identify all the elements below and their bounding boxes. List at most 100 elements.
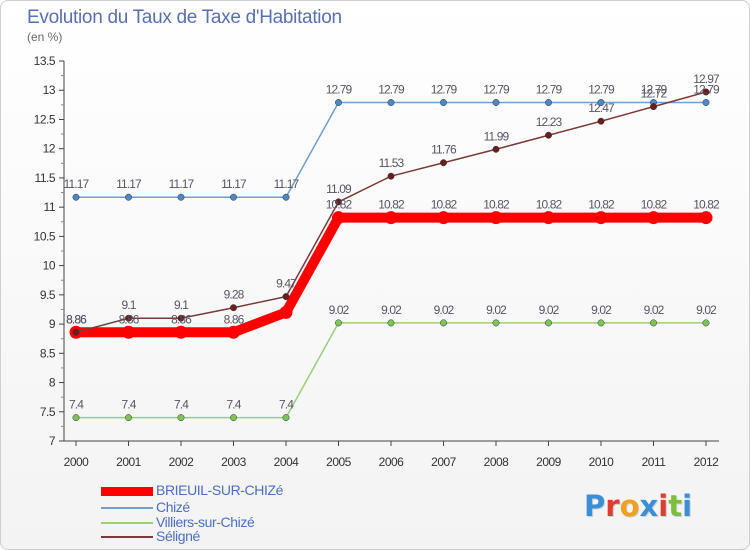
chart-subtitle: (en %) — [27, 30, 63, 44]
data-label-1: 12.79 — [483, 83, 510, 97]
x-tick-label: 2006 — [379, 455, 405, 469]
data-label-1: 11.17 — [116, 177, 142, 191]
proxiti-logo: Proxiti — [584, 489, 692, 523]
series-point-2 — [387, 319, 395, 327]
logo-letter: x — [639, 489, 659, 523]
series-point-3 — [72, 328, 80, 336]
data-label-2: 7.4 — [279, 398, 294, 412]
x-tick-label: 2012 — [694, 455, 720, 469]
x-tick-label: 2011 — [642, 455, 667, 469]
data-label-2: 9.02 — [486, 303, 507, 317]
data-label-2: 9.02 — [539, 303, 560, 317]
series-point-3 — [702, 88, 710, 96]
data-label-1: 12.79 — [588, 83, 615, 97]
series-point-2 — [125, 414, 132, 422]
data-label-2: 7.4 — [69, 398, 84, 412]
series-point-2 — [335, 319, 342, 327]
data-label-1: 12.79 — [641, 83, 668, 97]
data-label-3: 12.23 — [536, 115, 563, 129]
logo-letter: i — [682, 489, 693, 523]
series-point-0 — [279, 305, 293, 319]
data-label-1: 12.79 — [431, 83, 458, 97]
data-label-1: 12.79 — [326, 83, 353, 97]
series-point-2 — [650, 319, 657, 327]
data-label-0: 10.82 — [483, 198, 510, 212]
data-label-2: 9.02 — [696, 303, 717, 317]
y-tick-label: 13.5 — [34, 54, 56, 68]
series-point-2 — [492, 319, 500, 327]
data-label-1: 11.17 — [64, 177, 90, 191]
logo-letter: t — [668, 489, 683, 523]
legend-swatch-seligne — [101, 536, 153, 538]
y-tick-label: 12.5 — [34, 112, 56, 126]
series-point-1 — [282, 193, 290, 201]
legend-swatch-villiers — [101, 522, 153, 524]
series-point-1 — [440, 99, 447, 106]
data-label-2: 9.02 — [644, 303, 665, 317]
y-tick-label: 7.5 — [40, 405, 56, 419]
data-label-3: 9.1 — [122, 298, 137, 312]
series-point-3 — [387, 172, 395, 180]
data-label-0: 8.86 — [119, 312, 140, 326]
data-label-3: 12.97 — [693, 72, 720, 86]
series-point-2 — [72, 414, 80, 422]
data-label-2: 9.02 — [329, 303, 350, 317]
y-tick-label: 8 — [49, 376, 56, 390]
x-tick-label: 2004 — [274, 455, 300, 469]
series-point-1 — [72, 193, 80, 201]
legend-swatch-chize — [101, 507, 153, 509]
series-point-2 — [545, 319, 552, 327]
data-label-3: 9.28 — [224, 288, 245, 302]
series-point-0 — [122, 325, 135, 339]
series-point-2 — [230, 414, 237, 422]
data-label-0: 8.86 — [66, 312, 87, 326]
data-label-0: 10.82 — [378, 198, 405, 212]
data-label-3: 12.72 — [641, 87, 668, 101]
chart-title: Evolution du Taux de Taxe d'Habitation — [27, 7, 342, 28]
x-tick-label: 2008 — [484, 455, 510, 469]
y-tick-label: 10.5 — [34, 229, 56, 243]
series-point-0 — [174, 325, 188, 339]
series-point-2 — [440, 319, 447, 327]
y-tick-label: 13 — [43, 83, 56, 97]
series-point-0 — [384, 211, 398, 225]
series-point-0 — [489, 211, 503, 225]
y-tick-label: 11 — [44, 200, 56, 214]
x-tick-label: 2001 — [116, 455, 142, 469]
data-label-0: 10.82 — [588, 198, 615, 212]
data-label-1: 11.17 — [274, 177, 300, 191]
legend-item-chize: Chizé — [101, 499, 351, 516]
data-label-1: 11.17 — [221, 177, 247, 191]
data-label-1: 12.79 — [693, 83, 720, 97]
legend-label-chize: Chizé — [156, 499, 190, 515]
data-label-2: 9.02 — [591, 303, 612, 317]
y-tick-label: 8.5 — [40, 346, 56, 360]
data-label-3: 11.53 — [379, 156, 405, 170]
series-point-0 — [437, 211, 450, 225]
data-label-0: 10.82 — [641, 198, 668, 212]
series-point-0 — [542, 211, 555, 225]
data-label-3: 8.86 — [66, 312, 87, 326]
series-point-1 — [597, 99, 605, 106]
data-label-2: 7.4 — [227, 398, 242, 412]
y-tick-label: 9 — [49, 317, 56, 331]
series-point-1 — [230, 193, 237, 201]
series-point-3 — [492, 145, 500, 153]
logo-letter: P — [584, 489, 606, 523]
data-label-1: 12.79 — [378, 83, 405, 97]
x-tick-label: 2009 — [536, 455, 562, 469]
series-point-2 — [597, 319, 605, 327]
data-label-0: 10.82 — [693, 198, 720, 212]
x-tick-label: 2007 — [431, 455, 457, 469]
y-tick-label: 11.5 — [35, 171, 56, 185]
data-label-0: 8.86 — [224, 312, 245, 326]
series-point-2 — [177, 414, 185, 422]
series-point-1 — [177, 193, 185, 201]
x-tick-label: 2003 — [221, 455, 247, 469]
y-tick-label: 10 — [43, 259, 56, 273]
y-tick-label: 9.5 — [40, 288, 56, 302]
series-point-1 — [125, 193, 132, 201]
logo-letter: i — [658, 489, 669, 523]
series-point-3 — [597, 117, 605, 125]
